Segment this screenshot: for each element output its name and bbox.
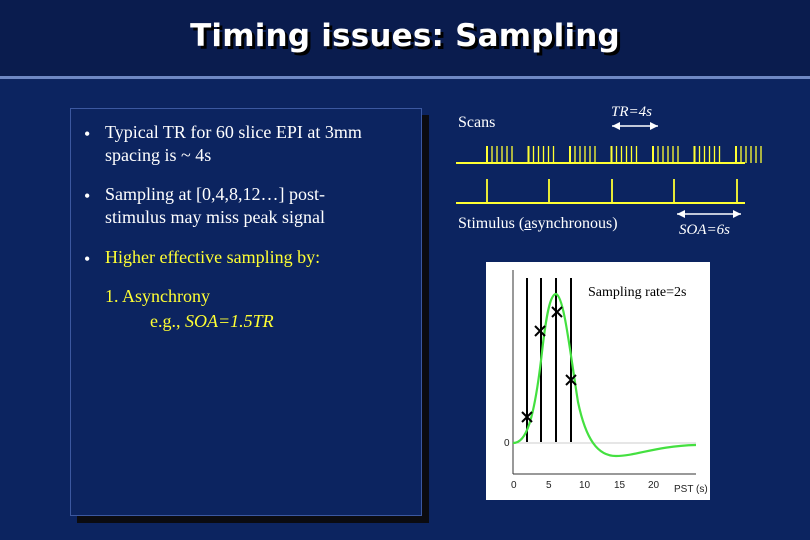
bullet-2-line2: stimulus may miss peak signal bbox=[105, 207, 325, 227]
title-bar bbox=[0, 0, 810, 79]
x-tick-10: 10 bbox=[579, 480, 591, 491]
stimulus-prefix: Stimulus ( bbox=[458, 215, 525, 232]
tr-arrow-right-head bbox=[650, 122, 658, 130]
x-tick-15: 15 bbox=[614, 480, 626, 491]
bullet-1-line1: Typical TR for 60 slice EPI at 3mm bbox=[105, 122, 362, 142]
y-tick-0: 0 bbox=[504, 438, 510, 449]
sub-item-example: e.g., SOA=1.5TR bbox=[150, 310, 274, 333]
slide-title: Timing issues: Sampling bbox=[190, 18, 620, 54]
hrf-plot: 0 0 5 10 15 20 PST (s) bbox=[486, 262, 710, 500]
sub-example-soa: SOA=1.5TR bbox=[185, 311, 274, 331]
soa-arrow-right-head bbox=[733, 210, 741, 218]
stimulus-suffix: synchronous) bbox=[531, 215, 618, 232]
sub-item-asynchrony: 1. Asynchrony bbox=[105, 286, 210, 306]
bullet-marker-1: • bbox=[84, 124, 91, 144]
text-box bbox=[70, 108, 422, 516]
soa-arrow-left-head bbox=[677, 210, 685, 218]
x-tick-0: 0 bbox=[511, 480, 517, 491]
bullet-2: Sampling at [0,4,8,12…] post- stimulus m… bbox=[105, 183, 325, 229]
scan-ticks bbox=[486, 146, 762, 163]
bullet-1: Typical TR for 60 slice EPI at 3mm spaci… bbox=[105, 121, 362, 167]
soa-label: SOA=6s bbox=[679, 222, 730, 238]
x-tick-20: 20 bbox=[648, 480, 660, 491]
stimulus-ticks bbox=[486, 179, 738, 203]
bullet-marker-3: • bbox=[84, 249, 91, 269]
sample-marker-1 bbox=[521, 411, 533, 423]
tr-arrow-left-head bbox=[612, 122, 620, 130]
sample-marker-3 bbox=[551, 306, 563, 318]
bullet-3: Higher effective sampling by: bbox=[105, 247, 321, 267]
tr-label: TR=4s bbox=[611, 104, 652, 120]
stimulus-label: Stimulus (asynchronous) bbox=[458, 215, 618, 233]
x-axis-label: PST (s) bbox=[674, 484, 708, 495]
bullet-marker-2: • bbox=[84, 186, 91, 206]
stimulus-underlined: a bbox=[524, 215, 532, 232]
hrf-curve bbox=[512, 292, 697, 458]
hrf-plot-svg: 0 0 5 10 15 20 PST (s) bbox=[504, 270, 708, 495]
sub-example-prefix: e.g., bbox=[150, 311, 185, 331]
bullet-1-line2: spacing is ~ 4s bbox=[105, 145, 212, 165]
sample-markers bbox=[521, 306, 577, 423]
sample-marker-4 bbox=[565, 374, 577, 386]
scans-label: Scans bbox=[458, 114, 496, 131]
x-tick-5: 5 bbox=[546, 480, 552, 491]
sampling-rate-label: Sampling rate=2s bbox=[588, 285, 687, 300]
sample-marker-2 bbox=[534, 325, 546, 337]
bullet-2-line1: Sampling at [0,4,8,12…] post- bbox=[105, 184, 325, 204]
